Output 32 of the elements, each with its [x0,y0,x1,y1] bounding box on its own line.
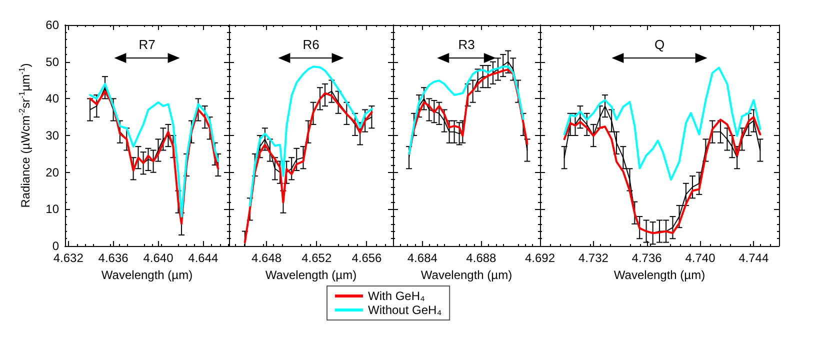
annotation: R3 [458,37,475,52]
x-tick-label: 4.684 [407,251,438,265]
x-axis-title: Wavelength (µm) [614,268,706,282]
x-tick-label: 4.732 [578,251,609,265]
x-axis-title: Wavelength (µm) [101,268,193,282]
x-tick-label: 4.656 [352,251,382,265]
x-tick-label: 4.632 [53,251,84,265]
x-tick-label: 4.688 [466,251,497,265]
x-tick-label: 4.736 [632,251,662,265]
x-tick-label: 4.636 [98,251,129,265]
x-tick-label: 4.644 [188,251,219,265]
x-tick-label: 4.744 [738,251,769,265]
annotation: R6 [302,37,320,52]
y-axis-title: Radiance (µWcm-2sr-1µm-1) [18,63,32,208]
legend-label: Without GeH₄ [368,303,442,317]
x-tick-label: 4.740 [685,251,716,265]
x-tick-label: 4.640 [143,251,174,265]
x-axis-title: Wavelength (µm) [265,268,357,282]
annotation: Q [654,37,665,52]
x-axis-title: Wavelength (µm) [420,268,512,282]
y-tick-label: 0 [52,239,60,253]
x-tick-label: 4.652 [302,251,332,265]
x-tick-label: 4.692 [524,251,556,265]
annotation: R7 [138,37,156,52]
y-tick-label: 60 [46,18,60,32]
y-tick-label: 50 [46,54,60,69]
y-tick-label: 10 [46,202,60,216]
y-tick-label: 20 [46,165,60,180]
y-tick-label: 30 [46,128,60,142]
x-tick-label: 4.648 [252,251,282,265]
y-tick-label: 40 [46,92,60,106]
legend-label: With GeH₄ [368,289,426,303]
